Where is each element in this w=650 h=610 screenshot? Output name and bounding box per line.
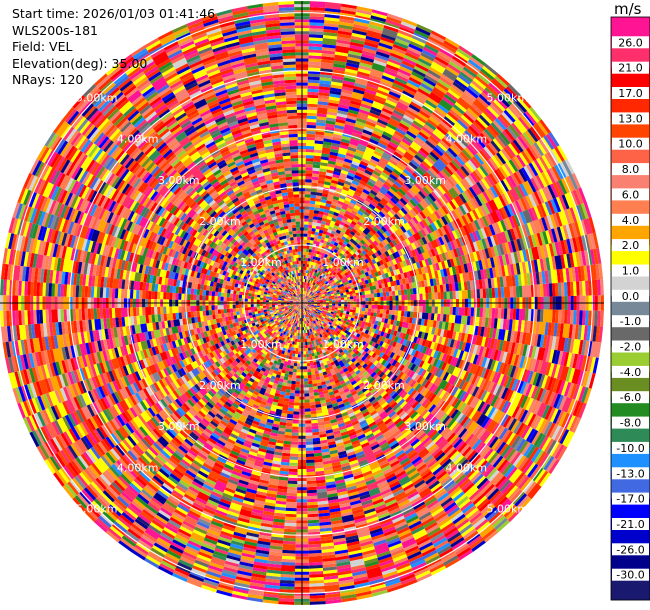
nrays-label: NRays: 120 bbox=[12, 72, 84, 87]
colorbar-tick-label: -13.0 bbox=[616, 467, 644, 480]
colorbar-tick-bg bbox=[612, 213, 649, 226]
range-ring-labels: 1.00km 1.00km 1.00km 1.00km 2.00km 2.00km 2.00… bbox=[76, 92, 528, 516]
range-ring-label: 2.00km bbox=[199, 215, 241, 228]
colorbar-tick-label: 13.0 bbox=[618, 112, 643, 125]
range-ring-label: 1.00km bbox=[240, 256, 282, 269]
colorbar-tick-bg bbox=[612, 391, 649, 404]
colorbar-tick-label: -21.0 bbox=[616, 518, 644, 531]
colorbar-tick-bg bbox=[612, 416, 649, 429]
colorbar-tick-bg bbox=[612, 518, 649, 530]
colorbar-tick-bg bbox=[612, 289, 649, 302]
colorbar-tick-bg bbox=[612, 492, 649, 505]
colorbar-frame bbox=[610, 16, 650, 601]
colorbar-tick-bg bbox=[612, 61, 649, 74]
colorbar-tick-label: 6.0 bbox=[622, 188, 640, 201]
colorbar-tick-label: 2.0 bbox=[622, 239, 640, 252]
colorbar-tick-label: -30.0 bbox=[616, 569, 644, 582]
colorbar-tick-bg bbox=[612, 441, 649, 454]
range-ring-label: 5.00km bbox=[487, 502, 529, 515]
colorbar-tick-bg bbox=[612, 365, 649, 378]
range-ring-label: 3.00km bbox=[158, 420, 200, 433]
colorbar-tick-label: 4.0 bbox=[622, 214, 640, 227]
velocity-bin-group bbox=[3, 3, 598, 605]
range-ring-label: 4.00km bbox=[117, 461, 159, 474]
range-ring-label: 4.00km bbox=[446, 461, 488, 474]
colorbar-tick-label: -17.0 bbox=[616, 493, 644, 506]
velocity-bin-group bbox=[0, 1, 597, 598]
range-ring-label: 3.00km bbox=[404, 174, 446, 187]
colorbar-tick-bg bbox=[612, 87, 649, 99]
range-ring-label: 5.00km bbox=[76, 92, 118, 105]
range-ring-label: 5.00km bbox=[487, 92, 529, 105]
colorbar-tick-bg bbox=[612, 264, 649, 277]
colorbar-tick-label: -10.0 bbox=[616, 442, 644, 455]
colorbar-tick-bg bbox=[612, 467, 649, 480]
colorbar-tick-label: 8.0 bbox=[622, 163, 640, 176]
colorbar-tick-bg bbox=[612, 188, 649, 201]
start-time-label: Start time: 2026/01/03 01:41:46 bbox=[12, 6, 216, 21]
range-ring-label: 2.00km bbox=[363, 215, 405, 228]
elevation-label: Elevation(deg): 35.00 bbox=[12, 55, 148, 71]
colorbar-tick-bg bbox=[612, 340, 649, 353]
range-grid bbox=[0, 1, 604, 605]
colorbar-tick-label: -8.0 bbox=[620, 417, 641, 430]
range-ring-label: 4.00km bbox=[446, 133, 488, 146]
colorbar-tick-bg bbox=[612, 568, 649, 581]
colorbar-tick-bg bbox=[612, 112, 649, 125]
field-label: Field: VEL bbox=[12, 39, 73, 54]
range-ring-label: 3.00km bbox=[158, 174, 200, 187]
colorbar-tick-label: 17.0 bbox=[618, 87, 643, 100]
colorbar-tick-label: -4.0 bbox=[620, 366, 641, 379]
colorbar-tick-label: 21.0 bbox=[618, 62, 643, 75]
colorbar-tick-label: 0.0 bbox=[622, 290, 640, 303]
colorbar-tick-label: -1.0 bbox=[620, 315, 641, 328]
colorbar-tick-bg bbox=[612, 163, 649, 176]
velocity-bin-group bbox=[0, 15, 598, 597]
instrument-label: WLS200s-181 bbox=[12, 22, 98, 38]
colorbar-unit: m/s bbox=[614, 0, 642, 18]
range-ring-label: 5.00km bbox=[76, 502, 118, 515]
range-ring-label: 2.00km bbox=[199, 379, 241, 392]
colorbar-tick-label: -6.0 bbox=[620, 391, 641, 404]
range-ring-label: 2.00km bbox=[363, 379, 405, 392]
range-ring-label: 1.00km bbox=[240, 338, 282, 351]
range-ring-label: 3.00km bbox=[404, 420, 446, 433]
colorbar-tick-label: -2.0 bbox=[620, 341, 641, 354]
colorbar-tick-label: -26.0 bbox=[616, 543, 644, 556]
colorbar-tick-label: 1.0 bbox=[622, 265, 640, 278]
range-ring-label: 1.00km bbox=[322, 256, 364, 269]
colorbar-tick-bg bbox=[612, 137, 649, 150]
colorbar-tick-bg bbox=[612, 239, 649, 252]
colorbar-tick-label: 10.0 bbox=[618, 138, 643, 151]
colorbar-tick-bg bbox=[612, 543, 649, 556]
range-ring-label: 4.00km bbox=[117, 133, 159, 146]
colorbar-tick-bg bbox=[612, 315, 649, 328]
colorbar: 26.0 21.0 17.0 13.0 10.0 8.0 6.0 4.0 2.0 1.0 0.0 -1… bbox=[610, 16, 650, 601]
colorbar-tick-label: 26.0 bbox=[618, 36, 643, 49]
colorbar-tick-bg bbox=[612, 36, 649, 49]
range-ring-label: 1.00km bbox=[322, 338, 364, 351]
